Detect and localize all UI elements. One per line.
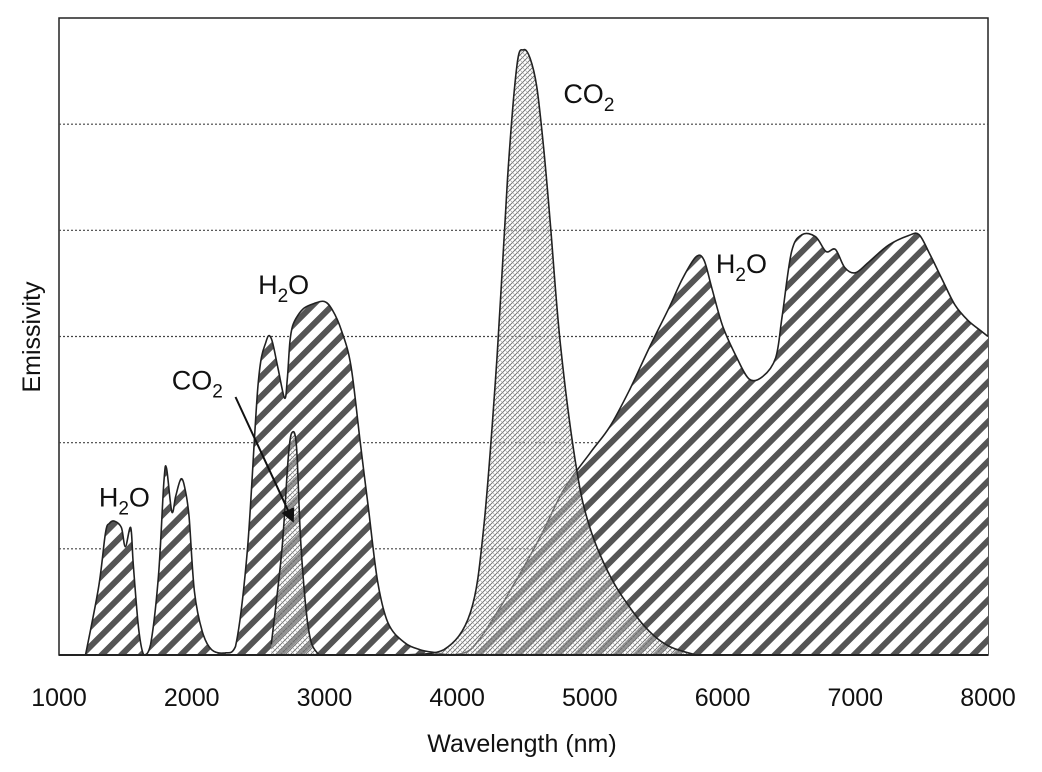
x-tick-label-1000: 1000 <box>31 684 87 712</box>
x-tick-label-7000: 7000 <box>827 684 883 712</box>
x-tick-label-4000: 4000 <box>429 684 485 712</box>
band-label-2: CO2 <box>172 366 223 403</box>
band-annotations: H2O CO2 H2O CO2 H2O <box>99 79 767 523</box>
band-outline-co2-2 <box>270 430 320 656</box>
band-label-4: CO2 <box>563 79 614 116</box>
band-fill-h2o-1 <box>85 233 988 655</box>
x-tick-label-2000: 2000 <box>164 684 220 712</box>
band-fill-co2-3 <box>351 49 696 655</box>
band-fill-co2-2 <box>271 431 320 655</box>
band-label-1: H2O <box>99 482 150 519</box>
emission-bands <box>59 48 989 656</box>
co2-pointer-arrow <box>234 396 295 523</box>
x-axis-title: Wavelength (nm) <box>427 730 616 758</box>
x-tick-label-3000: 3000 <box>297 684 353 712</box>
band-outline-h2o-1 <box>84 232 989 656</box>
x-axis-ticks: 1000 2000 3000 4000 5000 6000 7000 8000 <box>31 684 1016 712</box>
band-outline-co2-3 <box>351 48 697 656</box>
x-tick-label-5000: 5000 <box>562 684 618 712</box>
band-label-3: H2O <box>258 270 309 307</box>
x-tick-label-6000: 6000 <box>695 684 751 712</box>
y-axis-title: Emissivity <box>18 281 46 393</box>
x-tick-label-8000: 8000 <box>960 684 1016 712</box>
band-label-5: H2O <box>716 249 767 286</box>
